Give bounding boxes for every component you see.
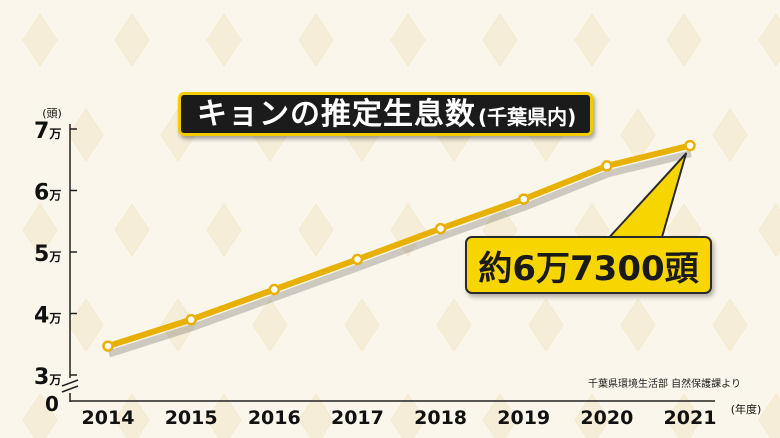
background-diamond bbox=[482, 393, 518, 438]
chart-subtitle: (千葉県内) bbox=[478, 105, 577, 129]
background-diamond bbox=[482, 13, 518, 67]
x-tick-label: 2017 bbox=[331, 407, 384, 429]
x-tick-label: 2015 bbox=[165, 407, 218, 429]
background-diamond bbox=[22, 393, 58, 438]
background-diamond bbox=[22, 203, 58, 257]
y-tick-label: 6万 bbox=[34, 181, 61, 206]
background-diamond bbox=[206, 203, 242, 257]
background-diamond bbox=[206, 393, 242, 438]
background-diamond bbox=[436, 298, 472, 352]
background-diamond bbox=[620, 298, 656, 352]
x-tick-label: 2020 bbox=[580, 407, 633, 429]
x-tick-label: 2021 bbox=[664, 407, 717, 429]
data-point bbox=[268, 283, 281, 296]
background-diamond bbox=[528, 298, 564, 352]
series-line-shadow bbox=[107, 150, 692, 358]
background-diamond bbox=[666, 13, 702, 67]
background-diamond bbox=[298, 393, 334, 438]
data-point bbox=[684, 139, 696, 152]
y-tick-labels: 3万 4万 5万 6万 7万 0 (頭) bbox=[34, 107, 77, 416]
value-callout: 約6万7300頭 bbox=[465, 236, 712, 294]
background-diamond bbox=[390, 393, 426, 438]
background-diamond bbox=[390, 13, 426, 67]
y-tick-label: 5万 bbox=[34, 242, 61, 267]
y-tick-label: 3万 bbox=[34, 365, 61, 390]
data-point bbox=[102, 340, 114, 352]
background-diamond bbox=[574, 393, 610, 438]
y-tick-label: 7万 bbox=[34, 119, 61, 144]
callout-text: 約6万7300頭 bbox=[478, 248, 699, 289]
background-diamond bbox=[712, 108, 748, 162]
chart-title-box: キョンの推定生息数 (千葉県内) bbox=[178, 92, 594, 136]
background-diamond bbox=[298, 203, 334, 257]
background-diamond bbox=[114, 393, 150, 438]
data-point bbox=[185, 313, 197, 326]
source-note: 千葉県環境生活部 自然保護課より bbox=[588, 379, 741, 390]
background-diamond bbox=[758, 203, 780, 257]
x-tick-labels: 2014 2015 2016 2017 2018 2019 2020 2021 (年度) bbox=[82, 402, 762, 429]
background-diamond bbox=[114, 13, 150, 67]
chart-title: キョンの推定生息数 bbox=[197, 97, 476, 132]
series-layer bbox=[102, 139, 696, 358]
data-point bbox=[601, 160, 613, 172]
background-diamond bbox=[758, 393, 780, 438]
data-point bbox=[517, 193, 530, 205]
x-tick-label: 2014 bbox=[82, 407, 135, 429]
y-unit-label: (頭) bbox=[42, 107, 62, 120]
background-diamond bbox=[712, 298, 748, 352]
x-tick-label: 2018 bbox=[414, 407, 467, 429]
background-diamond bbox=[666, 393, 702, 438]
x-tick-label: 2019 bbox=[497, 407, 550, 429]
background-diamond bbox=[574, 13, 610, 67]
axis-break-mark bbox=[61, 379, 79, 393]
series-line bbox=[107, 142, 691, 349]
x-tick-label: 2016 bbox=[248, 407, 301, 429]
x-unit-label: (年度) bbox=[731, 402, 762, 416]
background-diamond bbox=[114, 203, 150, 257]
background-diamond bbox=[68, 108, 104, 162]
background-diamond bbox=[344, 298, 380, 352]
background-diamond bbox=[758, 13, 780, 67]
background-diamond bbox=[298, 13, 334, 67]
background-diamond bbox=[68, 298, 104, 352]
data-point bbox=[351, 253, 364, 266]
background-diamond bbox=[206, 13, 242, 67]
y-zero-label: 0 bbox=[45, 392, 59, 416]
data-point bbox=[434, 222, 447, 235]
y-tick-label: 4万 bbox=[34, 304, 61, 329]
background-diamond bbox=[22, 13, 58, 67]
chart-axes bbox=[61, 124, 715, 402]
background-diamond bbox=[252, 298, 288, 352]
